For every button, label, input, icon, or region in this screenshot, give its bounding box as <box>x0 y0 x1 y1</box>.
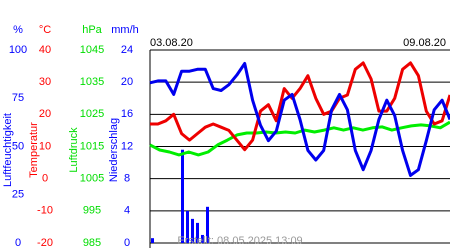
y-tick-label: 8 <box>124 173 130 185</box>
y-tick-label: -10 <box>37 205 53 217</box>
y-tick-label: 0 <box>42 173 48 185</box>
y-tick-label: 985 <box>83 237 101 249</box>
precip-bar <box>196 222 199 243</box>
y-tick-label: 24 <box>121 44 133 56</box>
precip-bar <box>191 218 194 243</box>
footer: Erstellt: 08.05.2025 13:09 <box>177 235 302 247</box>
y-tick-label: 1025 <box>80 108 104 120</box>
axis-title: Niederschlag <box>108 118 120 182</box>
y-tick-label: 12 <box>121 140 133 152</box>
axis-title: Luftdruck <box>68 127 80 173</box>
y-tick-label: 50 <box>12 140 24 152</box>
y-tick-label: 1045 <box>80 44 104 56</box>
y-tick-label: 20 <box>39 108 51 120</box>
y-tick-label: 995 <box>83 205 101 217</box>
precip-bar <box>201 234 204 243</box>
axis-title: Temperatur <box>28 122 40 178</box>
y-tick-label: 1015 <box>80 140 104 152</box>
series-line <box>149 120 450 157</box>
y-tick-label: 1005 <box>80 173 104 185</box>
precip-bar <box>206 206 209 243</box>
axis-title: Luftfeuchtigkeit <box>2 113 14 187</box>
axis-unit: % <box>13 24 23 36</box>
axis-unit: hPa <box>82 24 102 36</box>
y-tick-label: 4 <box>124 205 130 217</box>
y-tick-label: 10 <box>39 140 51 152</box>
series-line <box>149 62 450 177</box>
axis-unit: °C <box>39 24 51 36</box>
y-tick-label: 0 <box>15 237 21 249</box>
y-tick-label: 100 <box>9 44 27 56</box>
y-tick-label: 40 <box>39 44 51 56</box>
axis-unit: mm/h <box>111 24 139 36</box>
precip-bar <box>186 210 189 243</box>
y-tick-label: -20 <box>37 237 53 249</box>
precip-bar <box>181 149 184 243</box>
y-tick-label: 30 <box>39 76 51 88</box>
y-tick-label: 25 <box>12 189 24 201</box>
y-tick-label: 1035 <box>80 76 104 88</box>
y-tick-label: 16 <box>121 108 133 120</box>
y-tick-label: 20 <box>121 76 133 88</box>
series-line <box>150 61 450 152</box>
start-date: 03.08.20 <box>150 37 193 49</box>
precip-bar <box>151 238 154 243</box>
end-date: 09.08.20 <box>403 37 446 49</box>
y-tick-label: 0 <box>124 237 130 249</box>
y-tick-label: 75 <box>12 92 24 104</box>
